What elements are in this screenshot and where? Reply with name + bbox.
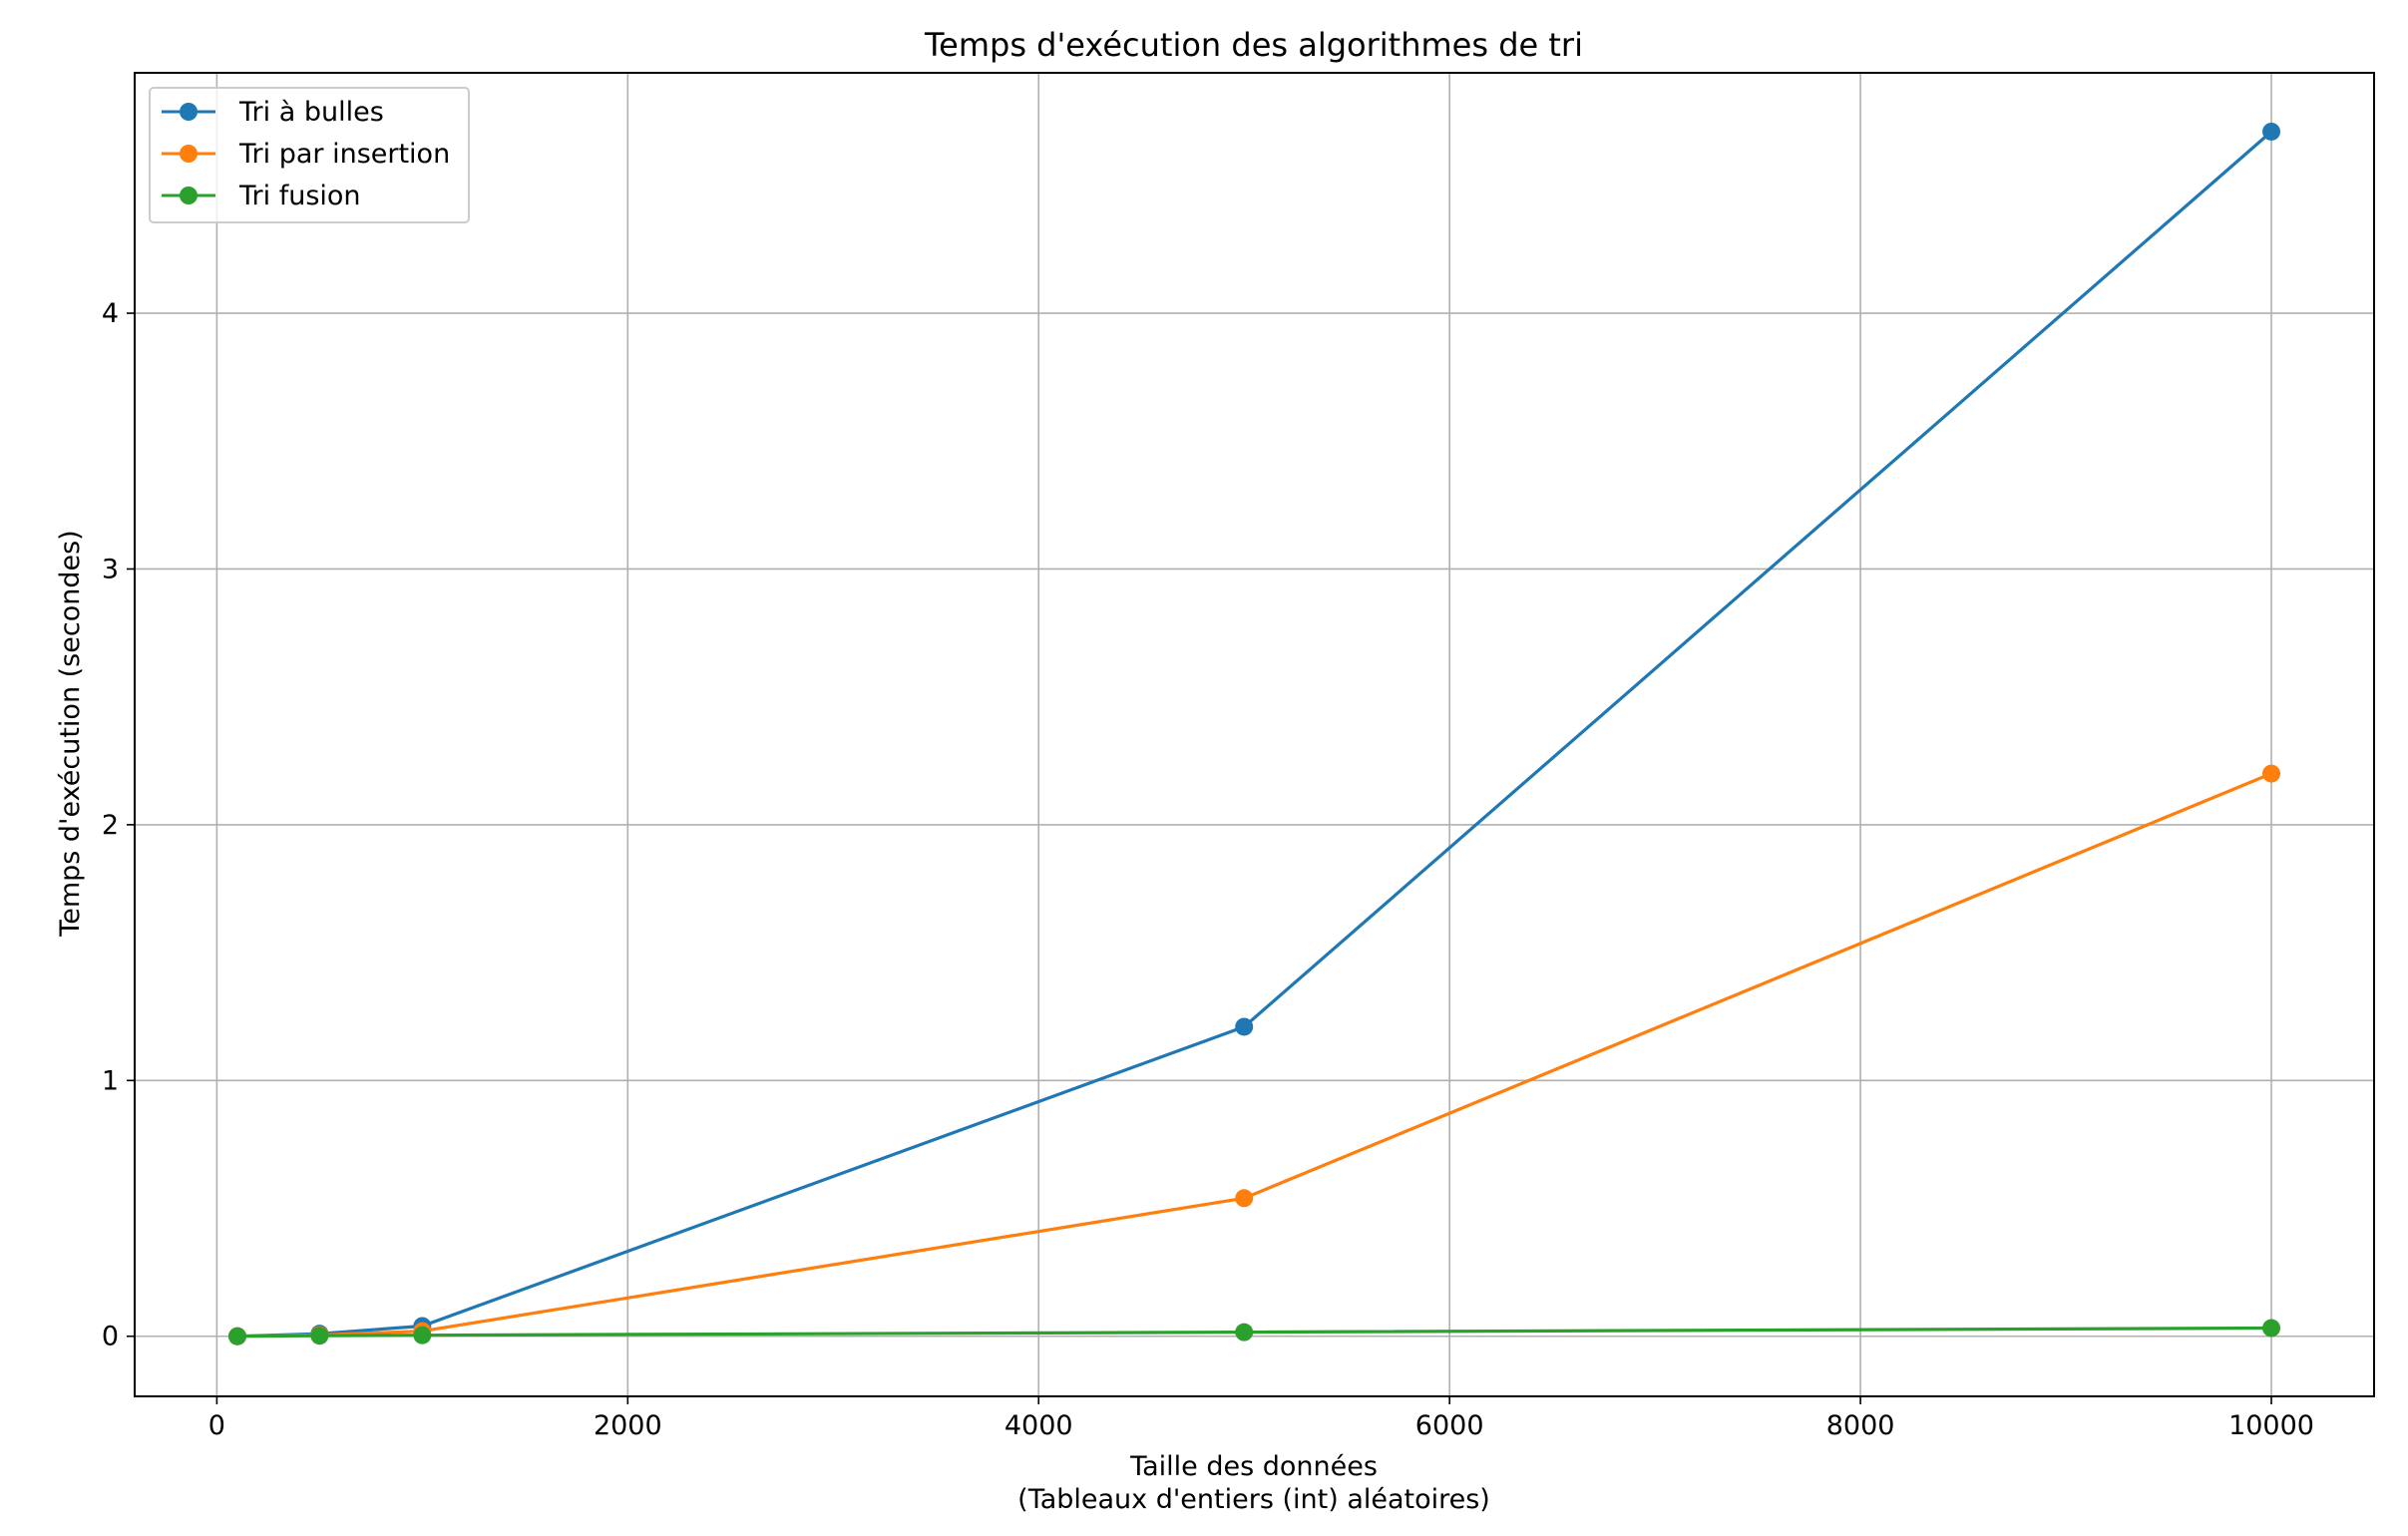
x-tick-label: 0 bbox=[208, 1410, 225, 1441]
x-axis-label-line-2: (Tableaux d'entiers (int) aléatoires) bbox=[1017, 1484, 1490, 1515]
x-tick-label: 2000 bbox=[594, 1410, 662, 1441]
legend-entry-1: Tri à bulles bbox=[162, 97, 384, 128]
legend-label: Tri à bulles bbox=[238, 97, 384, 128]
data-point bbox=[1235, 1323, 1254, 1342]
legend-box bbox=[149, 87, 470, 223]
legend-label: Tri fusion bbox=[238, 181, 361, 211]
data-point bbox=[2262, 1319, 2281, 1338]
data-point bbox=[1235, 1017, 1254, 1036]
legend-swatch-marker bbox=[180, 187, 198, 204]
legend-label: Tri par insertion bbox=[238, 139, 450, 170]
legend-swatch-marker bbox=[180, 103, 198, 121]
data-point bbox=[2262, 764, 2281, 783]
data-point bbox=[413, 1326, 432, 1344]
legend-entry-3: Tri fusion bbox=[162, 181, 361, 211]
series-3 bbox=[227, 1319, 2281, 1345]
y-tick-label: 4 bbox=[102, 298, 119, 329]
plot-area-frame bbox=[134, 72, 2375, 1397]
x-tick-label: 4000 bbox=[1004, 1410, 1073, 1441]
data-point bbox=[227, 1327, 246, 1345]
legend: Tri à bulles Tri par insertion Tri fusio… bbox=[149, 87, 470, 223]
data-point bbox=[1235, 1189, 1254, 1208]
x-tick-label: 6000 bbox=[1415, 1410, 1484, 1441]
y-tick-label: 0 bbox=[102, 1322, 119, 1352]
data-point bbox=[2262, 122, 2281, 141]
legend-entry-2: Tri par insertion bbox=[162, 139, 450, 170]
chart-title: Temps d'exécution des algorithmes de tri bbox=[924, 26, 1583, 64]
x-axis-label-line-1: Taille des données bbox=[1129, 1451, 1378, 1482]
x-tick-label: 8000 bbox=[1826, 1410, 1895, 1441]
y-tick-label: 1 bbox=[102, 1065, 119, 1096]
y-tick-label: 2 bbox=[102, 810, 119, 841]
y-tick-label: 3 bbox=[102, 554, 119, 584]
x-tick-label: 10000 bbox=[2228, 1410, 2314, 1441]
data-point bbox=[310, 1327, 329, 1345]
series-layer bbox=[227, 122, 2281, 1345]
y-axis-label: Temps d'exécution (secondes) bbox=[55, 530, 86, 937]
legend-swatch-marker bbox=[180, 145, 198, 163]
axis-ticks: 0 2000 4000 6000 8000 10000 0 1 2 3 4 bbox=[102, 298, 2314, 1441]
